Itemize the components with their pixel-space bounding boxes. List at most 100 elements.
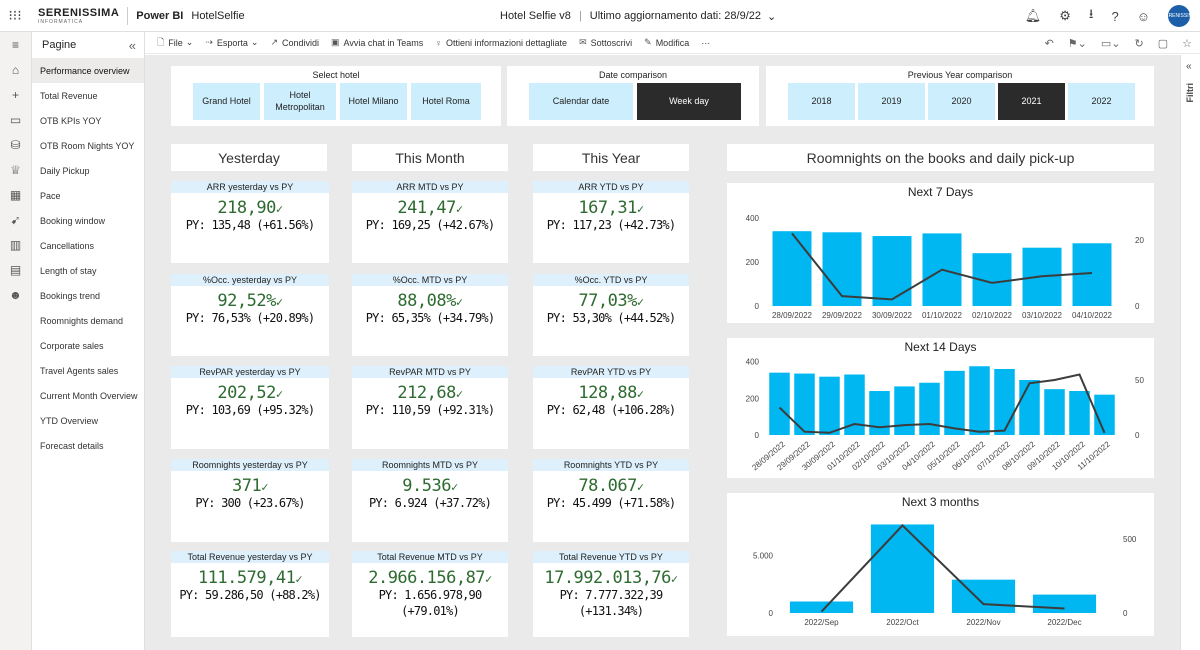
page-item[interactable]: Daily Pickup bbox=[40, 165, 90, 176]
chevron-down-icon: ⌄ bbox=[185, 37, 194, 47]
person-icon[interactable]: ☻ bbox=[9, 287, 22, 302]
kpi-card[interactable]: %Occ. YTD vs PY 77,03%✓ PY: 53,30% (+44.… bbox=[533, 274, 689, 356]
undo-icon[interactable]: ↶ bbox=[1044, 37, 1054, 50]
page-item[interactable]: Current Month Overview bbox=[40, 390, 138, 401]
page-item[interactable]: Travel Agents sales bbox=[40, 365, 119, 376]
bar bbox=[894, 386, 915, 435]
page-item[interactable]: Booking window bbox=[40, 215, 106, 226]
page-item[interactable]: Total Revenue bbox=[40, 90, 98, 101]
hotel-option[interactable]: Hotel Metropolitan bbox=[264, 83, 336, 120]
chart-next-14-days[interactable]: Next 14 Days 0 200 400 0 50 28/09/2022 29/09/2… bbox=[727, 338, 1154, 478]
page-item[interactable]: Pace bbox=[40, 190, 61, 201]
report-name: Hotel Selfie v8 bbox=[500, 10, 571, 22]
kpi-previous-year: PY: 65,35% (+34.79%) bbox=[365, 311, 495, 325]
edit-button[interactable]: ✎ Modifica bbox=[644, 37, 689, 48]
help-icon[interactable]: ? bbox=[1111, 8, 1119, 24]
workspaces-icon[interactable]: ▤ bbox=[9, 262, 22, 277]
date-option-selected[interactable]: Week day bbox=[637, 83, 741, 120]
kpi-card[interactable]: Total Revenue YTD vs PY 17.992.013,76✓ P… bbox=[533, 551, 689, 637]
year-option[interactable]: 2019 bbox=[858, 83, 925, 120]
export-menu[interactable]: ⇢ Esporta ⌄ bbox=[205, 37, 258, 48]
date-option[interactable]: Calendar date bbox=[529, 83, 633, 120]
report-title-area[interactable]: Hotel Selfie v8 | Ultimo aggiornamento d… bbox=[500, 0, 776, 32]
share-icon: ↗ bbox=[270, 37, 278, 47]
kpi-value-row: 128,88✓ bbox=[533, 383, 689, 403]
chart-next-3-months[interactable]: Next 3 months 0 5.000 0 500 2022/Sep 2022/Oct… bbox=[727, 493, 1154, 636]
comment-icon[interactable]: ▢ bbox=[1157, 37, 1169, 50]
insights-button[interactable]: ♀ Ottieni informazioni dettagliate bbox=[435, 38, 567, 48]
kpi-card[interactable]: RevPAR MTD vs PY 212,68✓ PY: 110,59 (+92… bbox=[352, 366, 508, 449]
bar bbox=[872, 236, 912, 306]
avatar[interactable]: SERENISSIMA bbox=[1162, 5, 1196, 27]
trophy-icon[interactable]: ♕ bbox=[10, 162, 21, 177]
year-option-selected[interactable]: 2021 bbox=[998, 83, 1065, 120]
pencil-icon: ✎ bbox=[644, 37, 652, 47]
checkmark-icon: ✓ bbox=[636, 202, 644, 216]
page-item[interactable]: OTB Room Nights YOY bbox=[40, 140, 135, 151]
page-item[interactable]: Forecast details bbox=[40, 440, 104, 451]
year-option[interactable]: 2018 bbox=[788, 83, 855, 120]
teams-chat-button[interactable]: ▣ Avvia chat in Teams bbox=[331, 37, 423, 48]
collapse-icon[interactable]: « bbox=[128, 37, 136, 53]
page-item[interactable]: Corporate sales bbox=[40, 340, 104, 351]
kpi-card[interactable]: Roomnights MTD vs PY 9.536✓ PY: 6.924 (+… bbox=[352, 459, 508, 542]
page-item[interactable]: Performance overview bbox=[32, 58, 144, 83]
bookmark-icon[interactable]: ⚑⌄ bbox=[1067, 37, 1087, 50]
download-icon[interactable]: ⭳ bbox=[1088, 6, 1094, 21]
kpi-previous-year: PY: 117,23 (+42.73%) bbox=[546, 218, 676, 232]
page-item[interactable]: Bookings trend bbox=[40, 290, 101, 301]
rocket-icon[interactable]: ➹ bbox=[10, 212, 21, 227]
page-item[interactable]: YTD Overview bbox=[40, 415, 99, 426]
year-option[interactable]: 2022 bbox=[1068, 83, 1135, 120]
kpi-card[interactable]: ARR yesterday vs PY 218,90✓ PY: 135,48 (… bbox=[171, 181, 329, 263]
export-label: Esporta bbox=[216, 37, 248, 48]
home-icon[interactable]: ⌂ bbox=[11, 62, 20, 77]
x-tick-label: 29/09/2022 bbox=[822, 311, 863, 320]
kpi-card[interactable]: ARR YTD vs PY 167,31✓ PY: 117,23 (+42.73… bbox=[533, 181, 689, 263]
y-tick-label: 400 bbox=[746, 358, 760, 367]
kpi-previous-year: PY: 7.777.322,39 (+131.34%) bbox=[559, 588, 664, 618]
hotel-option[interactable]: Hotel Milano bbox=[340, 83, 407, 120]
smiley-icon[interactable]: ☺ bbox=[1136, 8, 1150, 24]
folder-icon[interactable]: ▭ bbox=[9, 112, 22, 127]
hub-icon[interactable]: ⛁ bbox=[10, 137, 21, 152]
bell-icon[interactable]: 🔔︎ bbox=[1024, 8, 1042, 23]
view-icon[interactable]: ▭⌄ bbox=[1100, 37, 1121, 50]
create-icon[interactable]: + bbox=[11, 87, 19, 102]
kpi-title: Total Revenue MTD vs PY bbox=[352, 551, 508, 563]
app-launcher-icon[interactable]: ⁝⁝⁝ bbox=[8, 7, 22, 23]
filters-pane[interactable]: « Filtri bbox=[1180, 55, 1200, 650]
kpi-card[interactable]: %Occ. yesterday vs PY 92,52%✓ PY: 76,53%… bbox=[171, 274, 329, 356]
kpi-card[interactable]: ARR MTD vs PY 241,47✓ PY: 169,25 (+42.67… bbox=[352, 181, 508, 263]
subscribe-button[interactable]: ✉ Sottoscrivi bbox=[579, 37, 632, 48]
app-name[interactable]: Power BI bbox=[136, 9, 184, 22]
page-item[interactable]: Length of stay bbox=[40, 265, 97, 276]
kpi-card[interactable]: RevPAR YTD vs PY 128,88✓ PY: 62,48 (+106… bbox=[533, 366, 689, 449]
gear-icon[interactable]: ⚙ bbox=[1059, 8, 1071, 23]
hotel-option[interactable]: Grand Hotel bbox=[193, 83, 260, 120]
chart-next-7-days[interactable]: Next 7 Days 0 200 400 0 20 28/09/2022 29/09/20… bbox=[727, 183, 1154, 323]
file-menu[interactable]: 🗋 File ⌄ bbox=[157, 35, 193, 51]
kpi-card[interactable]: Total Revenue yesterday vs PY 111.579,41… bbox=[171, 551, 329, 637]
kpi-card[interactable]: Roomnights YTD vs PY 78.067✓ PY: 45.499 … bbox=[533, 459, 689, 542]
page-item[interactable]: OTB KPIs YOY bbox=[40, 115, 102, 126]
share-button[interactable]: ↗ Condividi bbox=[270, 37, 319, 48]
more-options-button[interactable]: ··· bbox=[701, 37, 711, 48]
page-item[interactable]: Cancellations bbox=[40, 240, 95, 251]
expand-icon[interactable]: « bbox=[1186, 61, 1192, 72]
kpi-title: Roomnights YTD vs PY bbox=[533, 459, 689, 471]
chevron-down-icon[interactable]: ⌄ bbox=[767, 10, 777, 23]
favorite-icon[interactable]: ☆ bbox=[1182, 37, 1192, 50]
kpi-card[interactable]: Total Revenue MTD vs PY 2.966.156,87✓ PY… bbox=[352, 551, 508, 637]
refresh-icon[interactable]: ↻ bbox=[1134, 37, 1144, 50]
apps-icon[interactable]: ▦ bbox=[9, 187, 22, 202]
hamburger-icon[interactable]: ≡ bbox=[11, 37, 19, 52]
page-item[interactable]: Roomnights demand bbox=[40, 315, 124, 326]
hotel-option[interactable]: Hotel Roma bbox=[411, 83, 481, 120]
kpi-card[interactable]: RevPAR yesterday vs PY 202,52✓ PY: 103,6… bbox=[171, 366, 329, 449]
kpi-card[interactable]: %Occ. MTD vs PY 88,08%✓ PY: 65,35% (+34.… bbox=[352, 274, 508, 356]
year-option[interactable]: 2020 bbox=[928, 83, 995, 120]
workspace-name[interactable]: HotelSelfie bbox=[191, 9, 245, 22]
book-icon[interactable]: ▥ bbox=[9, 237, 22, 252]
kpi-card[interactable]: Roomnights yesterday vs PY 371✓ PY: 300 … bbox=[171, 459, 329, 542]
